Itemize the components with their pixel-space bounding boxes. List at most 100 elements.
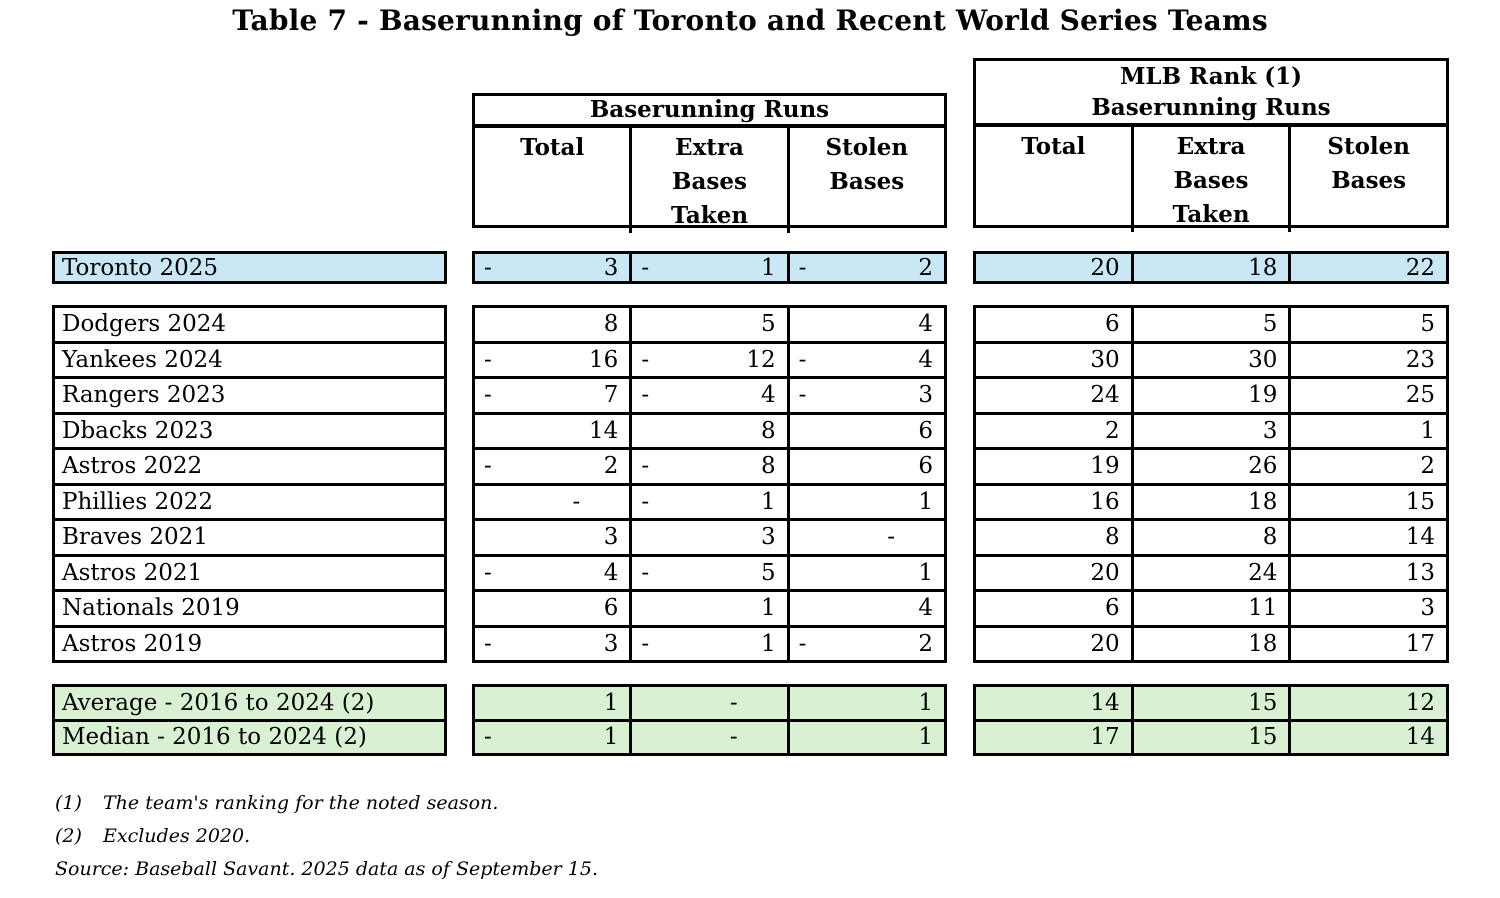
footnote-text: The team's ranking for the noted season. bbox=[103, 791, 499, 814]
rank-number: 20 bbox=[1090, 254, 1120, 281]
team-label-text: Nationals 2019 bbox=[62, 595, 240, 622]
rank-value-cell: 1 bbox=[1288, 414, 1446, 447]
value-row: -7-4-3 bbox=[475, 376, 944, 412]
value-number: 7 bbox=[603, 382, 619, 409]
rank-value-cell: 24 bbox=[1130, 556, 1289, 589]
rank-number: 30 bbox=[1090, 346, 1120, 373]
value-row: -3-1-2 bbox=[475, 254, 944, 281]
team-label-text: Phillies 2022 bbox=[62, 488, 213, 515]
team-row: Astros 2019 bbox=[55, 624, 444, 661]
negative-sign: - bbox=[641, 453, 650, 480]
rank-value-cell: 18 bbox=[1130, 627, 1289, 660]
rank-value-cell: 17 bbox=[976, 722, 1131, 754]
team-row: Rangers 2023 bbox=[55, 376, 444, 412]
baserunning-value-cell: -5 bbox=[629, 556, 786, 589]
footnote-marker: (2) bbox=[55, 824, 82, 847]
rank-row: 24 19 25 bbox=[976, 376, 1446, 412]
team-row: Yankees 2024 bbox=[55, 340, 444, 377]
footnote-text: Excludes 2020. bbox=[103, 824, 251, 847]
team-label-text: Astros 2021 bbox=[62, 559, 203, 586]
rank-number: 14 bbox=[1405, 524, 1436, 551]
team-label: Dbacks 2023 bbox=[55, 415, 444, 448]
value-number: 3 bbox=[603, 524, 619, 551]
value-row: 6 1 4 bbox=[475, 589, 944, 625]
baserunning-value-cell: - 12 bbox=[629, 343, 786, 376]
rank-number: 15 bbox=[1248, 689, 1278, 716]
team-label-text: Yankees 2024 bbox=[62, 346, 223, 373]
value-number: 4 bbox=[918, 311, 933, 338]
rank-row: 16 18 15 bbox=[976, 482, 1446, 518]
rank-value-cell: 13 bbox=[1288, 556, 1446, 589]
team-row: Average - 2016 to 2024 (2) bbox=[55, 687, 444, 719]
negative-sign: - bbox=[484, 254, 492, 281]
value-number: 5 bbox=[761, 559, 776, 586]
negative-sign: - bbox=[484, 382, 492, 409]
negative-sign: - bbox=[798, 254, 807, 281]
value-number: 1 bbox=[761, 630, 776, 657]
rank-number: 18 bbox=[1248, 488, 1278, 515]
value-number: 12 bbox=[746, 346, 776, 373]
rank-value-cell: 5 bbox=[1130, 308, 1289, 341]
baserunning-value-cell: -4 bbox=[629, 379, 786, 412]
value-number: 4 bbox=[918, 346, 933, 373]
baserunning-value-cell: - 16 bbox=[475, 344, 629, 377]
team-label: Astros 2019 bbox=[55, 628, 444, 661]
rank-number: 26 bbox=[1248, 453, 1278, 480]
rank-value-cell: 3 bbox=[1288, 592, 1446, 625]
negative-sign: - bbox=[641, 630, 650, 657]
baserunning-value-cell: -2 bbox=[786, 254, 944, 281]
team-label-text: Astros 2019 bbox=[62, 630, 203, 657]
rank-value-cell: 14 bbox=[976, 687, 1131, 719]
rank-value-cell: 20 bbox=[976, 557, 1131, 590]
value-row: -3-1-2 bbox=[475, 624, 944, 660]
baserunning-value-cell: 6 bbox=[786, 414, 944, 447]
team-label-text: Astros 2022 bbox=[62, 453, 203, 480]
value-number: 4 bbox=[761, 382, 776, 409]
rank-value-cell: 25 bbox=[1288, 379, 1446, 412]
value-number: 16 bbox=[589, 346, 619, 373]
value-number: 14 bbox=[589, 417, 619, 444]
rank-number: 8 bbox=[1262, 524, 1278, 551]
team-label: Average - 2016 to 2024 (2) bbox=[55, 687, 444, 719]
negative-sign: - bbox=[484, 724, 492, 751]
rank-value-cell: 22 bbox=[1288, 254, 1446, 281]
rank-value-cell: 20 bbox=[976, 254, 1131, 281]
rank-number: 3 bbox=[1262, 417, 1278, 444]
mlb-rank-group-label: MLB Rank (1) Baserunning Runs bbox=[976, 61, 1446, 127]
baserunning-value-cell: - bbox=[629, 687, 786, 719]
team-label: Astros 2022 bbox=[55, 450, 444, 483]
team-row: Dodgers 2024 bbox=[55, 308, 444, 341]
team-label: Astros 2021 bbox=[55, 557, 444, 590]
rank-number: 11 bbox=[1248, 595, 1278, 622]
rank-number: 6 bbox=[1105, 595, 1120, 622]
baserunning-value-cell: 1 bbox=[786, 721, 944, 753]
rank-row: 19 26 2 bbox=[976, 447, 1446, 483]
rank-value-cell: 23 bbox=[1288, 343, 1446, 376]
team-label: Braves 2021 bbox=[55, 521, 444, 554]
rank-value-cell: 5 bbox=[1288, 308, 1446, 341]
rank-number: 20 bbox=[1090, 630, 1120, 657]
negative-sign: - bbox=[641, 559, 650, 586]
baserunning-values-box: 8 5 4-16-12-4-7-4-3 14 8 6-2-8 6- -1 1 3 3- -4-5 1 6 1… bbox=[472, 305, 947, 663]
baserunning-value-cell: 4 bbox=[786, 592, 944, 625]
footnote-2: (2) Excludes 2020. bbox=[55, 819, 498, 852]
baserunning-value-cell: -2 bbox=[475, 450, 629, 483]
footnote-1: (1) The team's ranking for the noted sea… bbox=[55, 786, 498, 819]
rank-number: 20 bbox=[1090, 559, 1120, 586]
rank-number: 5 bbox=[1262, 311, 1278, 338]
rank-row: 20 24 13 bbox=[976, 553, 1446, 590]
rank-value-cell: 30 bbox=[1130, 343, 1289, 376]
rank-number: 2 bbox=[1420, 453, 1436, 480]
value-row: 1 - 1 bbox=[475, 687, 944, 719]
rank-number: 19 bbox=[1090, 453, 1120, 480]
team-label: Median - 2016 to 2024 (2) bbox=[55, 722, 444, 754]
rank-number: 24 bbox=[1090, 382, 1120, 409]
rank-value-cell: 6 bbox=[976, 308, 1131, 341]
baserunning-value-cell: -1 bbox=[475, 722, 629, 754]
value-number: 1 bbox=[918, 559, 933, 586]
rank-number: 25 bbox=[1405, 382, 1436, 409]
footnotes: (1) The team's ranking for the noted sea… bbox=[55, 786, 498, 852]
team-label-text: Rangers 2023 bbox=[62, 382, 226, 409]
